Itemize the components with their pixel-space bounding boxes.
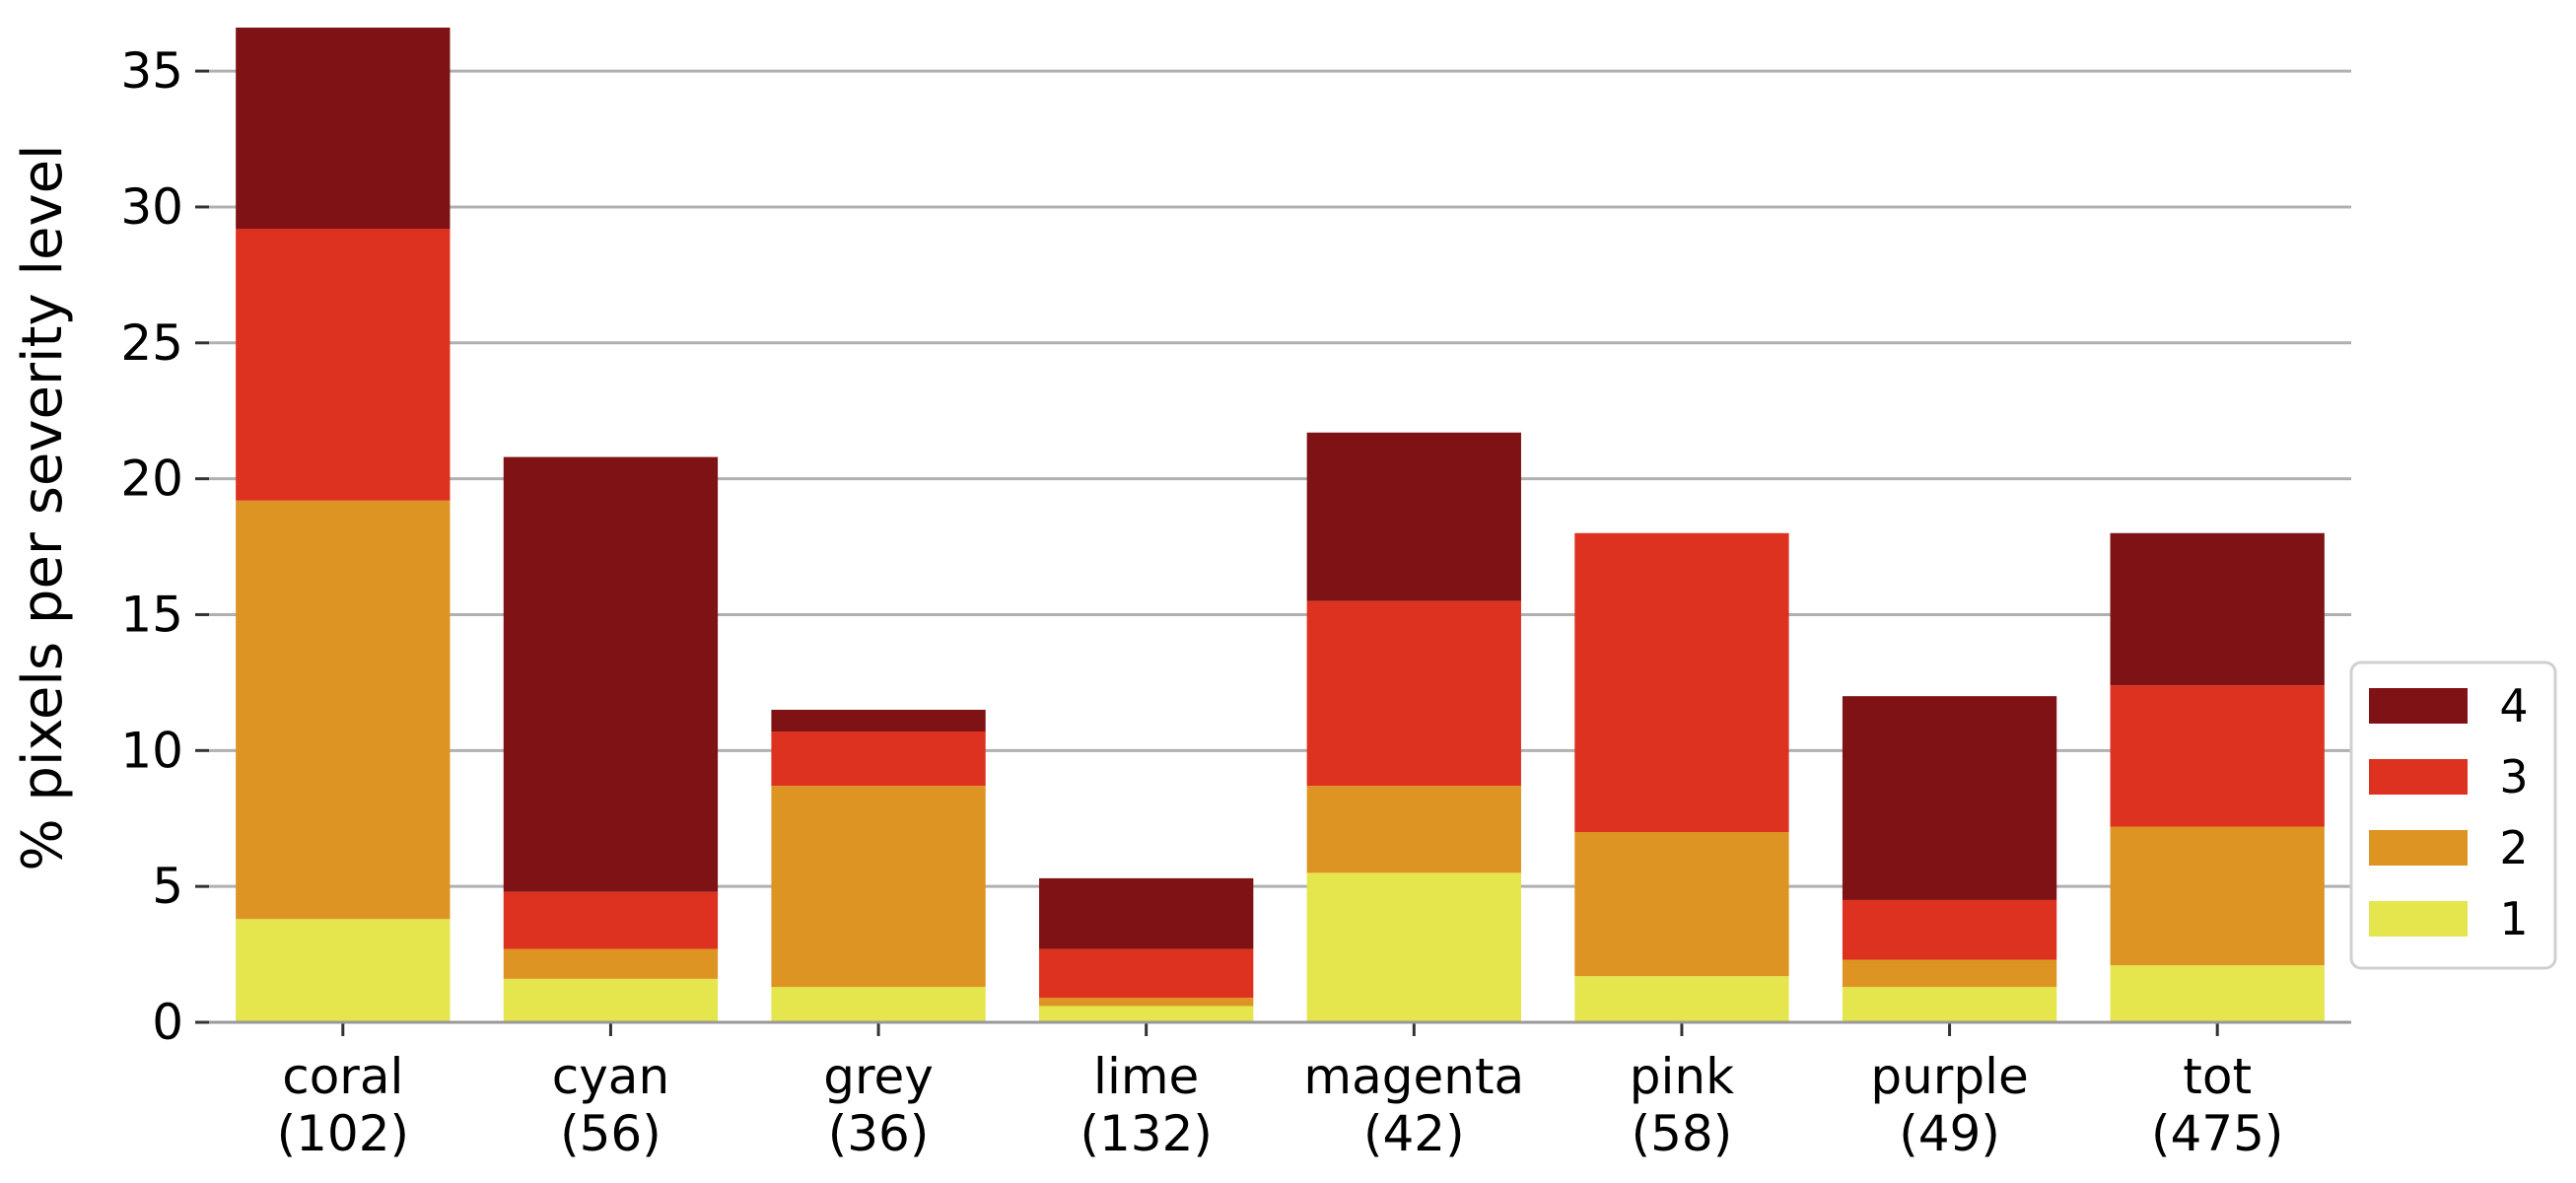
x-tick-label: lime xyxy=(1093,1048,1199,1105)
bar-segment-cyan-level-4 xyxy=(503,456,719,892)
y-tick-label: 30 xyxy=(120,178,183,236)
axes: 0 5 10 15 20 25 30 35 coral(102) cyan(56) grey(36)… xyxy=(120,42,2351,1162)
bar-segment-magenta-level-3 xyxy=(1306,600,1521,787)
bar-segment-coral-level-3 xyxy=(236,229,451,501)
x-tick-label: purple xyxy=(1870,1048,2028,1105)
bar-segment-purple-level-3 xyxy=(1842,899,2057,960)
bar-segment-grey-level-4 xyxy=(771,709,986,732)
bar-segment-lime-level-2 xyxy=(1039,998,1254,1007)
legend-label-4: 4 xyxy=(2499,679,2528,732)
x-tick-label: tot xyxy=(2183,1048,2252,1105)
x-tick-label: grey xyxy=(823,1048,934,1105)
bar-segment-grey-level-1 xyxy=(771,987,986,1022)
x-tick-count-label: (475) xyxy=(2151,1105,2283,1162)
bar-segment-purple-level-4 xyxy=(1842,696,2057,900)
bar-segment-coral-level-2 xyxy=(236,500,451,920)
legend-swatch-4 xyxy=(2369,688,2468,724)
bar-segment-tot-level-2 xyxy=(2110,826,2325,966)
bar-segment-pink-level-2 xyxy=(1574,832,1789,977)
y-tick-label: 0 xyxy=(152,994,183,1051)
y-tick-label: 25 xyxy=(120,314,183,372)
x-tick-count-label: (58) xyxy=(1632,1105,1733,1162)
x-tick-label: cyan xyxy=(552,1048,669,1105)
legend-swatch-1 xyxy=(2369,901,2468,937)
bar-segment-coral-level-4 xyxy=(236,28,451,230)
bar-segment-lime-level-4 xyxy=(1039,877,1254,949)
bar-segment-coral-level-1 xyxy=(236,919,451,1022)
bar-segment-tot-level-1 xyxy=(2110,965,2325,1022)
bar-segment-magenta-level-2 xyxy=(1306,786,1521,873)
x-tick-label: coral xyxy=(282,1048,403,1105)
x-tick-count-label: (102) xyxy=(277,1105,409,1162)
legend: 4 3 2 1 xyxy=(2349,661,2557,970)
x-tick-label: magenta xyxy=(1303,1048,1524,1105)
bar-segment-cyan-level-1 xyxy=(503,978,719,1022)
bar-segment-pink-level-3 xyxy=(1574,532,1789,833)
bar-segment-cyan-level-2 xyxy=(503,948,719,979)
bar-segment-purple-level-2 xyxy=(1842,959,2057,988)
bar-segment-tot-level-4 xyxy=(2110,532,2325,686)
y-tick-label: 20 xyxy=(120,451,183,508)
legend-frame xyxy=(2349,661,2557,970)
bar-segment-lime-level-3 xyxy=(1039,948,1254,999)
bar-segment-tot-level-3 xyxy=(2110,685,2325,827)
legend-swatch-3 xyxy=(2369,759,2468,795)
legend-label-3: 3 xyxy=(2499,750,2528,803)
legend-label-1: 1 xyxy=(2499,892,2528,945)
legend-swatch-2 xyxy=(2369,830,2468,866)
bar-segment-magenta-level-1 xyxy=(1306,872,1521,1022)
bar-segment-grey-level-2 xyxy=(771,786,986,988)
y-axis-label: % pixels per severity level xyxy=(11,144,75,870)
x-tick-count-label: (49) xyxy=(1899,1105,2000,1162)
y-tick-label: 15 xyxy=(120,586,183,643)
x-tick-count-label: (132) xyxy=(1079,1105,1212,1162)
bar-segment-purple-level-1 xyxy=(1842,987,2057,1022)
x-tick-count-label: (36) xyxy=(828,1105,930,1162)
bars xyxy=(236,28,2325,1022)
x-tick-count-label: (56) xyxy=(560,1105,661,1162)
x-tick-count-label: (42) xyxy=(1363,1105,1465,1162)
bar-segment-cyan-level-3 xyxy=(503,891,719,949)
bar-segment-grey-level-3 xyxy=(771,731,986,787)
y-tick-label: 5 xyxy=(152,858,183,915)
bar-segment-pink-level-1 xyxy=(1574,976,1789,1022)
bar-segment-magenta-level-4 xyxy=(1306,432,1521,601)
y-tick-label: 10 xyxy=(120,722,183,779)
y-tick-label: 35 xyxy=(120,42,183,100)
legend-label-2: 2 xyxy=(2499,821,2528,874)
bar-segment-lime-level-1 xyxy=(1039,1006,1254,1022)
x-tick-label: pink xyxy=(1630,1048,1734,1105)
